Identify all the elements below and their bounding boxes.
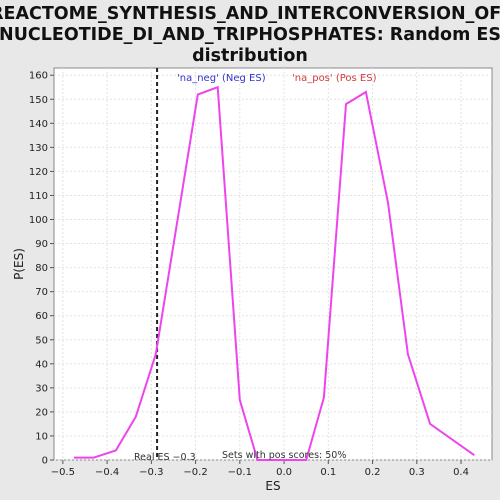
y-tick-label: 90: [35, 239, 48, 250]
real-es-label: Real ES −0.3: [134, 452, 196, 463]
x-tick-label: −0.4: [95, 467, 119, 478]
y-tick-label: 100: [29, 215, 48, 226]
x-tick-label: 0.4: [453, 467, 469, 478]
y-tick-label: 160: [29, 71, 48, 82]
x-tick-label: 0.3: [409, 467, 425, 478]
pos-scores-annotation: Sets with pos scores: 50%: [222, 450, 346, 461]
legend-neg: 'na_neg' (Neg ES): [177, 73, 266, 84]
x-axis-label: ES: [265, 479, 280, 493]
y-tick-label: 0: [42, 456, 48, 467]
y-tick-label: 110: [29, 191, 48, 202]
x-axis-ticks: −0.5 −0.4 −0.3 −0.2 −0.1 0.0 0.1 0.2 0.3 0.4: [51, 460, 469, 478]
title-line-3: distribution: [192, 46, 308, 66]
y-tick-label: 70: [35, 287, 48, 298]
x-tick-label: −0.5: [51, 467, 75, 478]
gridlines: [54, 68, 492, 461]
y-tick-label: 150: [29, 95, 48, 106]
chart-title: REACTOME_SYNTHESIS_AND_INTERCONVERSION_O…: [0, 4, 500, 66]
y-tick-label: 50: [35, 335, 48, 346]
y-tick-label: 120: [29, 167, 48, 178]
y-tick-label: 30: [35, 383, 48, 394]
plot-area: [53, 67, 493, 461]
y-tick-label: 20: [35, 407, 48, 418]
y-axis-label: P(ES): [12, 248, 26, 280]
x-tick-label: 0.0: [276, 467, 292, 478]
y-axis-ticks: 0 10 20 30 40 50 60 70 80 90 100 110 120 130 140 150 160: [29, 71, 54, 467]
y-tick-label: 60: [35, 311, 48, 322]
y-tick-label: 140: [29, 119, 48, 130]
x-tick-label: −0.3: [139, 467, 163, 478]
y-tick-label: 40: [35, 359, 48, 370]
title-line-1: REACTOME_SYNTHESIS_AND_INTERCONVERSION_O…: [0, 4, 500, 24]
x-tick-label: −0.1: [228, 467, 252, 478]
es-distribution-series-line: [73, 85, 475, 461]
y-tick-label: 10: [35, 431, 48, 442]
y-tick-label: 130: [29, 143, 48, 154]
y-tick-label: 80: [35, 263, 48, 274]
x-tick-label: 0.2: [365, 467, 381, 478]
legend-pos: 'na_pos' (Pos ES): [292, 73, 377, 84]
x-tick-label: −0.2: [183, 467, 207, 478]
title-line-2: NUCLEOTIDE_DI_AND_TRIPHOSPHATES: Random …: [0, 25, 500, 45]
x-tick-label: 0.1: [320, 467, 336, 478]
